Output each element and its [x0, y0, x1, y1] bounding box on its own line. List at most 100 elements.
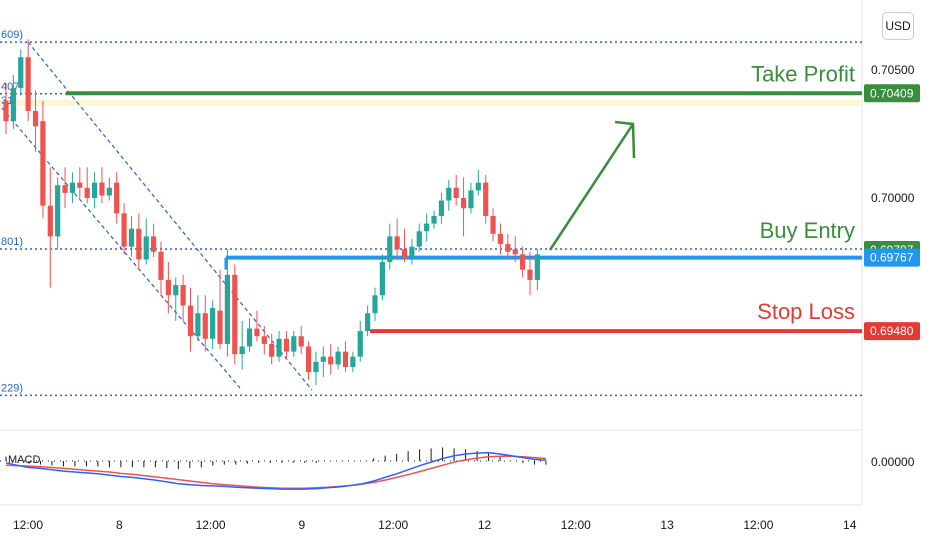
candle-body	[276, 338, 282, 357]
candle-body	[18, 57, 24, 88]
candle-body	[401, 249, 408, 257]
take-profit-price-tag	[864, 84, 920, 103]
candle-body	[106, 187, 112, 196]
candle-body	[246, 328, 253, 347]
macd-line	[5, 451, 547, 490]
candle-body	[357, 331, 363, 357]
macd-pane: 0.00000	[0, 447, 915, 490]
candle-body	[490, 215, 496, 234]
candle-body	[342, 351, 349, 367]
fib-level-label: 609)	[1, 29, 23, 41]
candle-body	[91, 182, 98, 198]
candle-body	[84, 187, 90, 198]
currency-button[interactable]: USD	[882, 12, 914, 40]
x-tick-label: 12:00	[743, 518, 773, 532]
candlesticks	[3, 39, 540, 385]
candle-body	[520, 254, 526, 270]
fib-level-label: 407	[1, 81, 19, 93]
candle-body	[187, 305, 194, 337]
candle-body	[527, 269, 533, 280]
macd-signal-line	[5, 455, 547, 489]
candle-body	[335, 351, 341, 365]
candle-body	[32, 110, 39, 127]
candle-body	[3, 100, 9, 122]
candle-body	[431, 215, 437, 224]
candle-body	[409, 246, 415, 257]
candle-body	[305, 346, 312, 373]
candle-body	[460, 198, 467, 209]
candle-body	[497, 233, 504, 245]
candle-body	[446, 187, 452, 201]
candle-body	[128, 228, 135, 247]
candle-body	[438, 200, 445, 216]
candle-body	[114, 182, 120, 214]
x-tick-label: 9	[299, 518, 306, 532]
candle-body	[416, 231, 422, 247]
take-profit-price-label: 0.70409	[870, 86, 914, 100]
candle-body	[121, 213, 127, 247]
candle-body	[143, 236, 149, 260]
candle-body	[365, 313, 371, 332]
candle-body	[372, 295, 378, 314]
buy-entry-price-label: 0.69767	[870, 251, 914, 265]
candle-body	[283, 338, 290, 352]
candle-body	[453, 187, 459, 198]
x-tick-label: 12:00	[378, 518, 408, 532]
candle-body	[40, 121, 46, 206]
stop-loss-price-tag	[864, 322, 920, 341]
candle-body	[69, 182, 76, 193]
x-tick-label: 13	[660, 518, 674, 532]
candle-body	[195, 313, 201, 337]
candle-body	[269, 343, 275, 357]
candle-body	[394, 236, 400, 250]
candle-body	[165, 279, 171, 296]
candle-body	[224, 274, 230, 344]
candle-body	[298, 336, 304, 347]
x-tick-label: 12:00	[561, 518, 591, 532]
candle-body	[210, 308, 216, 339]
stop-loss-label: Stop Loss	[757, 299, 855, 324]
macd-axis-label: 0.00000	[871, 455, 915, 469]
candle-body	[387, 236, 393, 262]
fib-zone	[0, 100, 862, 106]
candle-body	[475, 182, 481, 191]
candle-body	[99, 182, 105, 196]
candle-body	[320, 356, 326, 362]
candle-body	[468, 190, 474, 209]
candle-body	[180, 285, 186, 306]
x-tick-label: 12:00	[13, 518, 43, 532]
candle-body	[173, 285, 179, 296]
candle-body	[47, 205, 53, 237]
candle-body	[136, 228, 142, 260]
y-tick-label: 0.70000	[871, 191, 915, 205]
x-tick-label: 14	[843, 518, 857, 532]
candle-body	[217, 310, 223, 344]
candle-body	[202, 313, 208, 339]
candle-body	[505, 244, 511, 252]
candle-body	[25, 57, 31, 111]
candle-body	[483, 182, 489, 216]
candle-body	[151, 236, 157, 252]
candle-body	[424, 223, 430, 232]
candle-body	[328, 356, 334, 365]
y-tick-label: 0.70500	[871, 63, 915, 77]
candle-body	[77, 182, 83, 188]
fib-level-label: 229)	[1, 382, 23, 394]
candle-body	[10, 87, 16, 122]
stop-loss-price-label: 0.69480	[870, 324, 914, 338]
candle-body	[350, 356, 356, 367]
candle-body	[55, 185, 61, 237]
axes: 0.70500 0.70000 12:00 8 12:00 9 12:00 12 12:00 13…	[13, 63, 915, 532]
candle-body	[534, 254, 540, 280]
fibonacci-levels: 609)40731801)229)	[0, 29, 862, 397]
projection-arrow	[548, 120, 636, 251]
candle-body	[379, 262, 385, 296]
fib-level-label: 801)	[1, 236, 23, 248]
candle-body	[512, 249, 518, 255]
candle-body	[254, 328, 260, 337]
x-tick-label: 8	[116, 518, 123, 532]
candle-body	[291, 336, 297, 352]
x-tick-label: 12:00	[196, 518, 226, 532]
